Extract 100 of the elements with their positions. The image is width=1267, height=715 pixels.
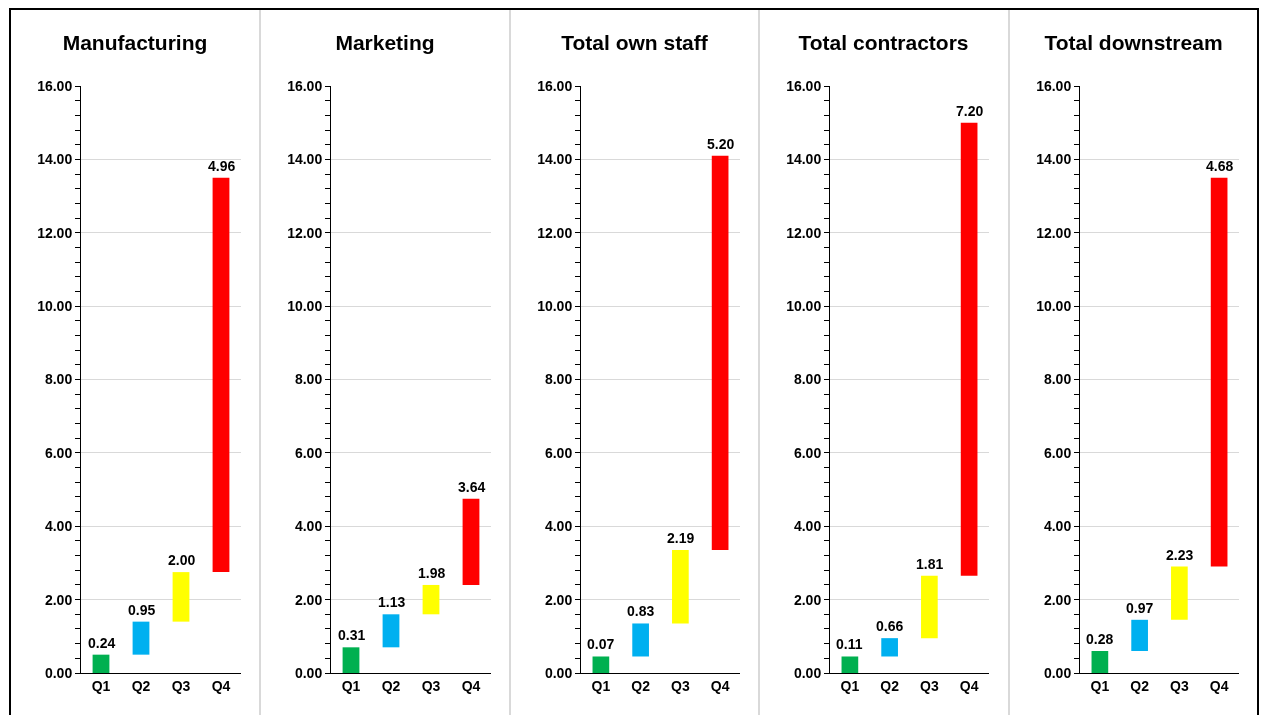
y-tick-label: 0.00 bbox=[44, 664, 73, 681]
y-tick-label: 4.00 bbox=[794, 518, 822, 535]
y-tick-label: 10.00 bbox=[37, 298, 73, 315]
annotation: 1.98 bbox=[418, 565, 446, 581]
annotation: 0.24 bbox=[88, 635, 116, 651]
y-tick-label: 14.00 bbox=[786, 151, 822, 168]
x-tick-label: Q3 bbox=[671, 677, 690, 694]
y-tick-label: 2.00 bbox=[294, 591, 323, 608]
annotation: 2.19 bbox=[667, 530, 695, 546]
bar bbox=[1210, 177, 1228, 567]
x-tick-label: Q1 bbox=[840, 677, 860, 694]
annotation: 0.07 bbox=[587, 636, 615, 652]
annotation: 4.96 bbox=[208, 158, 236, 174]
x-tick-label: Q1 bbox=[591, 677, 611, 694]
y-tick-label: 0.00 bbox=[794, 664, 822, 681]
y-tick-label: 4.00 bbox=[294, 518, 323, 535]
y-tick-label: 0.00 bbox=[294, 664, 323, 681]
y-tick-label: 6.00 bbox=[544, 444, 573, 461]
y-tick-label: 0.00 bbox=[544, 664, 573, 681]
x-tick-label: Q3 bbox=[171, 677, 191, 694]
x-tick-label: Q3 bbox=[1169, 677, 1189, 694]
y-tick-label: 6.00 bbox=[794, 444, 822, 461]
y-tick-label: 6.00 bbox=[294, 444, 323, 461]
y-tick-label: 16.00 bbox=[786, 77, 822, 94]
y-tick-label: 6.00 bbox=[44, 444, 73, 461]
y-tick-label: 16.00 bbox=[537, 77, 573, 94]
x-tick-label: Q4 bbox=[710, 677, 730, 694]
y-tick-label: 8.00 bbox=[294, 371, 323, 388]
y-tick-label: 12.00 bbox=[786, 224, 822, 241]
x-tick-label: Q3 bbox=[421, 677, 441, 694]
bar bbox=[1091, 650, 1108, 673]
y-tick-label: 10.00 bbox=[786, 298, 822, 315]
y-tick-label: 8.00 bbox=[44, 371, 73, 388]
bar bbox=[212, 177, 230, 573]
bar bbox=[841, 656, 859, 673]
bar bbox=[132, 621, 150, 655]
x-tick-label: Q4 bbox=[211, 677, 231, 694]
bar bbox=[1170, 566, 1188, 620]
x-tick-label: Q2 bbox=[131, 677, 151, 694]
chart-title: Total contractors bbox=[798, 31, 969, 55]
y-tick-label: 10.00 bbox=[537, 298, 573, 315]
chart-title: Total downstream bbox=[1044, 31, 1223, 55]
x-tick-label: Q2 bbox=[880, 677, 900, 694]
y-tick-label: 2.00 bbox=[544, 591, 573, 608]
annotation: 4.68 bbox=[1205, 158, 1234, 174]
x-tick-label: Q3 bbox=[920, 677, 940, 694]
y-tick-label: 2.00 bbox=[44, 591, 73, 608]
bar bbox=[921, 575, 939, 639]
annotation: 0.66 bbox=[876, 618, 904, 634]
y-tick-label: 16.00 bbox=[287, 77, 323, 94]
x-tick-label: Q1 bbox=[341, 677, 361, 694]
y-tick-label: 0.00 bbox=[1043, 664, 1072, 681]
x-tick-label: Q2 bbox=[381, 677, 401, 694]
y-tick-label: 10.00 bbox=[287, 298, 323, 315]
x-tick-label: Q4 bbox=[960, 677, 979, 694]
annotation: 5.20 bbox=[707, 136, 735, 152]
bar bbox=[172, 572, 190, 622]
y-tick-label: 2.00 bbox=[1043, 591, 1072, 608]
annotation: 0.97 bbox=[1125, 600, 1154, 616]
x-tick-label: Q2 bbox=[1129, 677, 1149, 694]
y-tick-label: 12.00 bbox=[37, 224, 73, 241]
bar bbox=[672, 550, 689, 624]
chart-title: Total own staff bbox=[561, 31, 709, 55]
y-tick-label: 14.00 bbox=[537, 151, 573, 168]
bar bbox=[382, 614, 400, 648]
y-tick-label: 14.00 bbox=[37, 151, 73, 168]
y-tick-label: 4.00 bbox=[544, 518, 573, 535]
bar bbox=[711, 155, 729, 551]
y-tick-label: 16.00 bbox=[1035, 77, 1072, 94]
bar bbox=[632, 623, 649, 657]
bar bbox=[961, 122, 978, 576]
y-tick-label: 14.00 bbox=[1035, 151, 1072, 168]
annotation: 1.13 bbox=[378, 594, 406, 610]
y-tick-label: 12.00 bbox=[287, 224, 323, 241]
bar bbox=[1130, 619, 1148, 651]
chart-title: Marketing bbox=[335, 31, 435, 55]
bar bbox=[462, 498, 480, 585]
y-tick-label: 14.00 bbox=[287, 151, 323, 168]
annotation: 0.11 bbox=[836, 636, 864, 652]
bar bbox=[92, 654, 110, 673]
y-tick-label: 16.00 bbox=[37, 77, 73, 94]
annotation: 1.81 bbox=[916, 556, 944, 572]
y-tick-label: 4.00 bbox=[1043, 518, 1072, 535]
x-tick-label: Q4 bbox=[1209, 677, 1229, 694]
y-tick-label: 4.00 bbox=[44, 518, 73, 535]
y-tick-label: 8.00 bbox=[794, 371, 822, 388]
bar bbox=[342, 647, 360, 673]
y-tick-label: 8.00 bbox=[544, 371, 573, 388]
y-tick-label: 10.00 bbox=[1035, 298, 1072, 315]
y-tick-label: 12.00 bbox=[537, 224, 573, 241]
annotation: 0.31 bbox=[338, 627, 366, 643]
x-tick-label: Q2 bbox=[631, 677, 651, 694]
y-tick-label: 2.00 bbox=[794, 591, 822, 608]
chart-title: Manufacturing bbox=[62, 31, 208, 55]
bar bbox=[422, 584, 440, 615]
bar bbox=[592, 656, 610, 673]
annotation: 2.00 bbox=[168, 552, 196, 568]
annotation: 3.64 bbox=[458, 479, 486, 495]
annotation: 0.83 bbox=[627, 603, 655, 619]
x-tick-label: Q1 bbox=[91, 677, 111, 694]
